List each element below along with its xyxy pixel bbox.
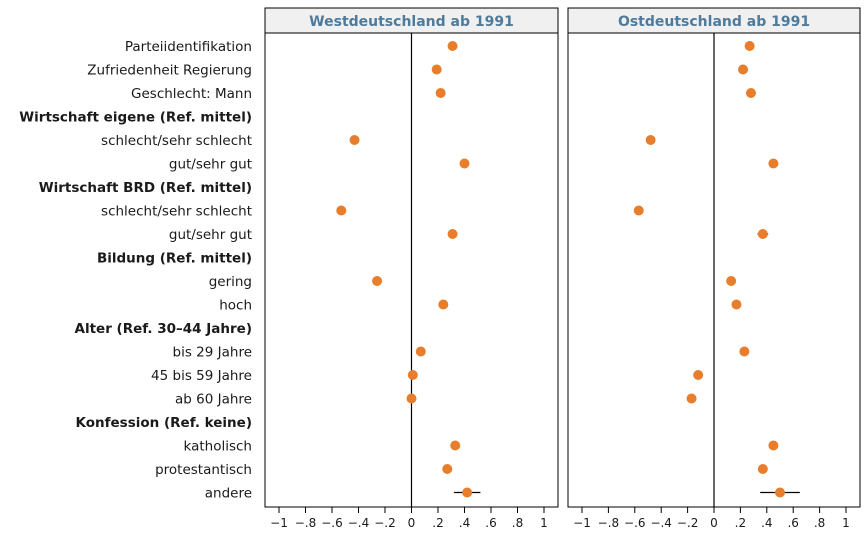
x-tick-label: .2	[735, 516, 746, 530]
x-tick-label: 1	[540, 516, 548, 530]
estimate-point	[738, 64, 749, 75]
row-header-label: Wirtschaft eigene (Ref. mittel)	[19, 110, 252, 126]
row-label: andere	[205, 486, 252, 502]
estimate-point	[645, 135, 656, 145]
estimate-point	[442, 464, 453, 474]
x-tick-label: −.8	[295, 516, 317, 530]
estimate-point	[633, 205, 644, 216]
x-tick-label: −.4	[650, 516, 672, 530]
row-label: ab 60 Jahre	[175, 392, 252, 408]
x-tick-label: .2	[432, 516, 443, 530]
row-label: gut/sehr gut	[169, 157, 252, 173]
estimate-point	[726, 276, 737, 286]
x-tick-label: −.2	[374, 516, 396, 530]
x-tick-label: −.6	[624, 516, 646, 530]
x-tick-label: −.2	[677, 516, 699, 530]
x-tick-label: .6	[787, 516, 798, 530]
row-header-label: Bildung (Ref. mittel)	[97, 251, 252, 267]
estimate-point	[450, 440, 461, 451]
panel-title-strip	[264, 7, 559, 34]
row-label: gut/sehr gut	[169, 227, 252, 243]
row-header-label: Konfession (Ref. keine)	[76, 415, 252, 431]
x-tick-label: −1	[573, 516, 591, 530]
estimate-point	[447, 41, 458, 51]
estimate-point	[745, 88, 756, 98]
row-label: gering	[209, 274, 252, 290]
row-label: schlecht/sehr schlecht	[101, 133, 252, 149]
estimate-point	[349, 135, 360, 145]
panels: Westdeutschland ab 1991 −1 −.8 −.6 −.4 −.2 0 .2…	[264, 7, 861, 530]
row-label: hoch	[219, 298, 252, 314]
estimate-point	[336, 205, 347, 216]
row-labels: Parteiidentifikation Zufriedenheit Regier…	[19, 39, 252, 502]
panel-east: Ostdeutschland ab 1991 −1 −.8 −.6 −.4 −.2 0 .2.…	[567, 7, 861, 530]
estimate-point	[739, 346, 750, 357]
x-tick-label: .8	[814, 516, 825, 530]
row-header-label: Alter (Ref. 30–44 Jahre)	[75, 321, 252, 337]
estimate-point	[693, 370, 704, 380]
estimate-point	[757, 229, 768, 239]
panel-title-strip	[567, 7, 861, 34]
estimate-point	[768, 158, 779, 169]
estimate-point	[415, 346, 426, 357]
x-tick-label: .4	[761, 516, 772, 530]
row-label: protestantisch	[155, 462, 252, 478]
estimate-point	[406, 393, 417, 404]
row-header-label: Wirtschaft BRD (Ref. mittel)	[39, 180, 252, 196]
row-label: Parteiidentifikation	[125, 39, 252, 55]
x-tick-label: −.8	[598, 516, 620, 530]
row-label: katholisch	[184, 439, 252, 455]
panel-title: Westdeutschland ab 1991	[309, 14, 514, 30]
x-tick-label: .8	[512, 516, 523, 530]
estimate-point	[768, 440, 779, 451]
x-tick-label: −.6	[321, 516, 343, 530]
x-tick-label: 0	[710, 516, 718, 530]
row-label: 45 bis 59 Jahre	[151, 368, 252, 384]
row-label: Geschlecht: Mann	[131, 86, 252, 102]
x-tick-label: 0	[408, 516, 416, 530]
estimate-point	[372, 276, 383, 286]
estimate-point	[431, 64, 442, 75]
x-tick-label: −1	[270, 516, 288, 530]
x-tick-label: −.4	[348, 516, 370, 530]
x-tick-label: 1	[842, 516, 850, 530]
panel-west: Westdeutschland ab 1991 −1 −.8 −.6 −.4 −.2 0 .2…	[264, 7, 559, 530]
row-label: schlecht/sehr schlecht	[101, 204, 252, 220]
estimate-point	[407, 370, 418, 380]
estimate-point	[686, 393, 697, 404]
row-label: Zufriedenheit Regierung	[87, 63, 252, 79]
estimate-point	[447, 229, 458, 239]
estimate-point	[744, 41, 755, 51]
x-tick-label: .4	[459, 516, 470, 530]
estimate-point	[462, 487, 473, 498]
panel-title: Ostdeutschland ab 1991	[618, 14, 810, 30]
estimate-point	[757, 464, 768, 474]
estimate-point	[459, 158, 470, 169]
estimate-point	[731, 299, 742, 310]
estimate-point	[435, 88, 446, 98]
estimate-point	[438, 299, 449, 310]
row-label: bis 29 Jahre	[173, 345, 252, 361]
estimate-point	[775, 487, 785, 498]
x-tick-label: .6	[485, 516, 496, 530]
